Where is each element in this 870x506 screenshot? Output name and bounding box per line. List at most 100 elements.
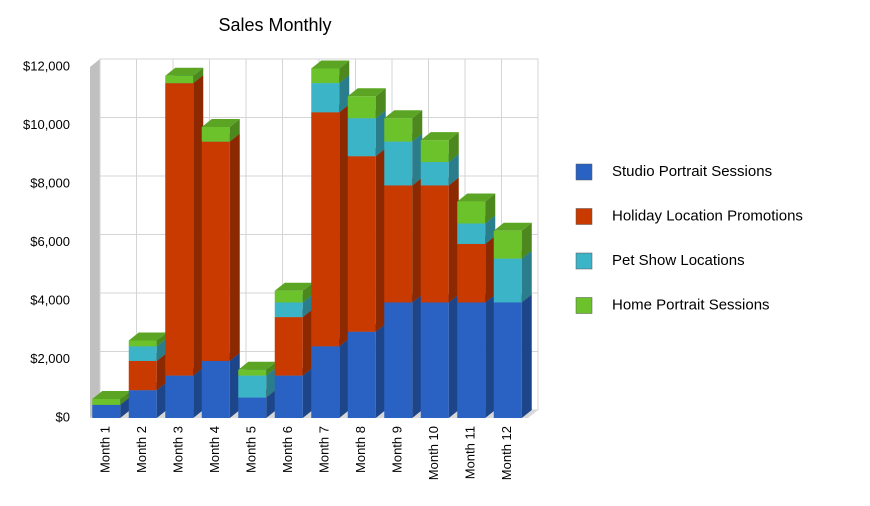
x-tick-label: Month 10 <box>426 426 441 480</box>
legend-label: Holiday Location Promotions <box>612 207 803 224</box>
bar-top <box>201 118 240 127</box>
bar-side <box>193 75 204 376</box>
bar-side <box>120 396 131 418</box>
bar-side <box>193 367 204 418</box>
bar-segment <box>493 250 532 303</box>
bar-top <box>457 193 496 202</box>
bar-front <box>201 141 230 361</box>
bar-segment <box>493 294 532 418</box>
bar-top <box>92 390 131 399</box>
bar-front <box>238 375 267 398</box>
bar-front <box>420 162 449 186</box>
bar-segment <box>420 294 459 418</box>
x-tick-label: Month 1 <box>98 426 113 473</box>
bar-side <box>339 60 350 84</box>
bar-side <box>302 367 313 418</box>
y-tick-label: $4,000 <box>30 292 70 307</box>
y-tick-label: $12,000 <box>23 58 70 73</box>
bar-front <box>493 230 522 259</box>
bar-front <box>493 302 522 418</box>
bar-side <box>521 294 532 418</box>
bar-top <box>347 88 386 97</box>
bar-side <box>375 148 386 332</box>
bar-top <box>384 110 423 119</box>
bar-segment <box>457 193 496 224</box>
bar-side <box>339 75 350 113</box>
bar-side <box>266 361 277 376</box>
bar-side <box>120 390 131 405</box>
bar-segment <box>457 235 496 303</box>
bar-front <box>238 397 267 418</box>
bar-segment <box>165 67 204 84</box>
bar-top <box>493 222 532 231</box>
y-tick-label: $2,000 <box>30 351 70 366</box>
chart-title: Sales Monthly <box>218 15 331 35</box>
legend-swatch <box>575 297 593 314</box>
bar-front <box>420 302 449 418</box>
x-tick-label: Month 2 <box>134 426 149 473</box>
bar-side <box>412 133 423 186</box>
bar-front <box>311 83 340 113</box>
bar-top <box>128 332 167 341</box>
bar-side <box>339 338 350 418</box>
bar-segment <box>384 110 423 142</box>
bar-front <box>347 156 376 332</box>
bar-front <box>128 346 157 361</box>
x-tick-label: Month 12 <box>499 426 514 480</box>
legend-label: Studio Portrait Sessions <box>612 163 772 180</box>
bar-segment <box>311 60 350 84</box>
bar-side <box>375 323 386 418</box>
bar-segment <box>201 352 240 418</box>
bar-side <box>485 235 496 303</box>
y-tick-label: $6,000 <box>30 234 70 249</box>
bar-front <box>165 375 194 418</box>
bar-side <box>448 177 459 303</box>
x-tick-label: Month 6 <box>280 426 295 473</box>
bar-front <box>457 302 486 418</box>
bar-side <box>448 294 459 418</box>
y-tick-label: $10,000 <box>23 117 70 132</box>
legend-swatch <box>575 208 593 225</box>
bar-front <box>457 201 486 224</box>
bar-segment <box>347 323 386 418</box>
x-tick-label: Month 8 <box>353 426 368 473</box>
bar-top <box>238 361 277 370</box>
bar-side <box>229 133 240 361</box>
bar-side <box>156 332 167 347</box>
bar-front <box>347 331 376 418</box>
legend-swatch <box>575 252 593 270</box>
bar-top <box>420 132 459 141</box>
bar-segment <box>347 148 386 332</box>
bar-side <box>412 110 423 142</box>
bar-side <box>229 118 240 142</box>
bar-side <box>266 389 277 418</box>
bar-side <box>448 154 459 186</box>
bar-side <box>412 177 423 303</box>
bar-segment <box>165 75 204 376</box>
bar-side <box>412 294 423 418</box>
bar-side <box>302 309 313 376</box>
bar-top <box>311 60 350 69</box>
x-tick-label: Month 3 <box>171 426 186 473</box>
bar-segment <box>128 332 167 347</box>
bar-front <box>274 290 303 303</box>
bar-segment <box>384 177 423 303</box>
bar-front <box>384 118 413 142</box>
x-tick-label: Month 5 <box>244 426 259 473</box>
bar-front <box>384 302 413 418</box>
x-tick-label: Month 7 <box>317 426 332 473</box>
bar-side <box>156 382 167 418</box>
bar-segment <box>457 294 496 418</box>
bar-side <box>229 352 240 418</box>
bar-front <box>201 126 230 142</box>
bar-front <box>493 258 522 303</box>
bar-segment <box>92 390 131 405</box>
bar-front <box>128 360 157 391</box>
bar-side <box>156 352 167 391</box>
bar-side <box>302 282 313 303</box>
left-wall <box>90 59 100 418</box>
bar-side <box>193 67 204 84</box>
bar-front <box>347 96 376 119</box>
bar-front <box>311 346 340 418</box>
x-tick-label: Month 11 <box>463 426 478 479</box>
